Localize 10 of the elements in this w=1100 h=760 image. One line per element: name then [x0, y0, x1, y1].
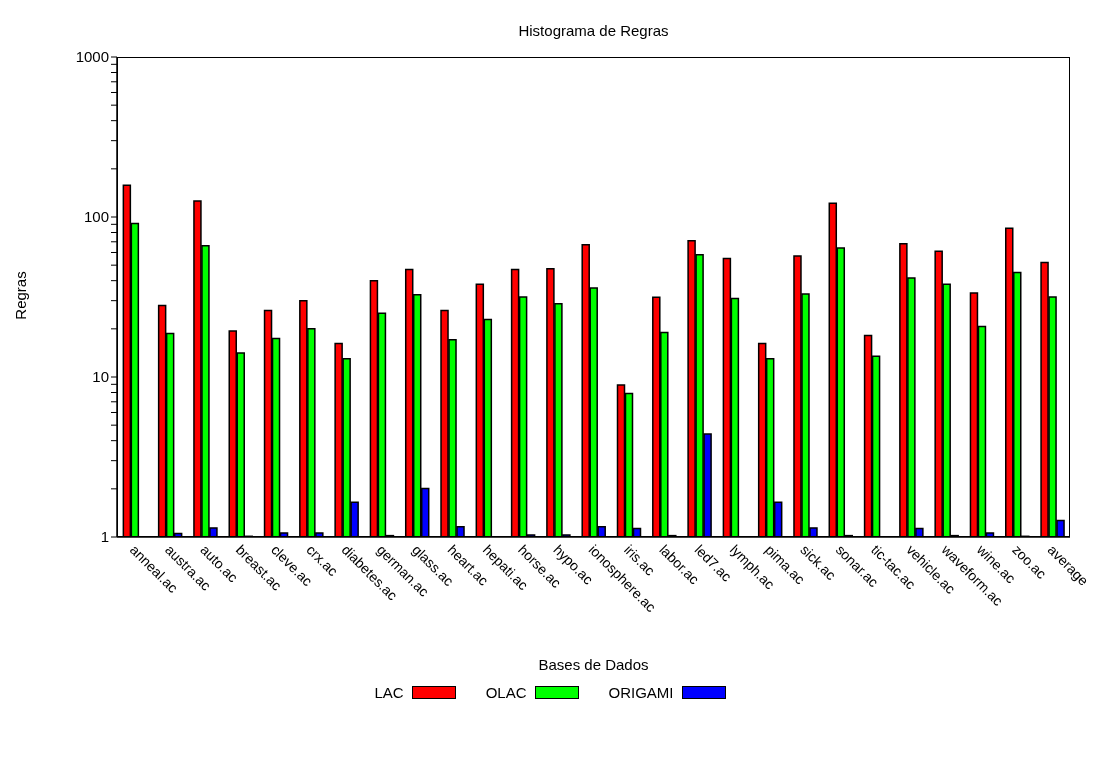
x-axis-title: Bases de Dados — [537, 656, 650, 673]
legend-label: LAC — [374, 684, 404, 701]
y-tick-label: 100 — [83, 208, 109, 226]
legend-label: ORIGAMI — [608, 684, 674, 701]
chart-title: Histograma de Regras — [517, 22, 670, 39]
y-tick-label: 1000 — [75, 48, 109, 66]
legend-label: OLAC — [485, 684, 527, 701]
y-tick-label: 10 — [92, 368, 109, 386]
y-tick-label: 1 — [100, 528, 109, 546]
y-axis-title: Regras — [11, 270, 29, 322]
